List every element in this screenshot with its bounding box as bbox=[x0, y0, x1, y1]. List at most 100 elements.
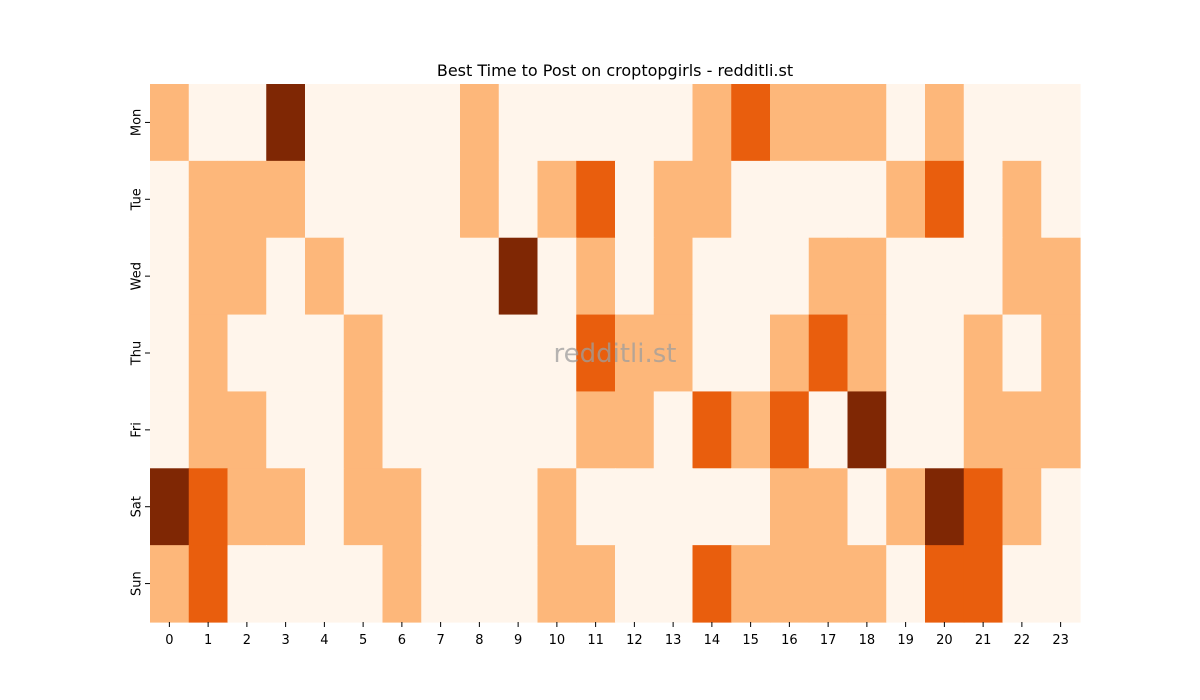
heatmap-cell-sat-10 bbox=[537, 468, 577, 546]
heatmap-cell-wed-15 bbox=[731, 237, 771, 316]
heatmap-cell-sat-9 bbox=[498, 468, 539, 546]
heatmap-cell-wed-14 bbox=[692, 237, 732, 316]
heatmap-cell-sat-5 bbox=[343, 468, 384, 546]
x-tick-label: 10 bbox=[549, 633, 566, 648]
heatmap-cell-sat-11 bbox=[576, 468, 616, 546]
x-tick-label: 19 bbox=[897, 633, 914, 648]
heatmap-cell-thu-17 bbox=[808, 314, 849, 393]
heatmap-cell-sat-19 bbox=[886, 468, 926, 546]
x-tick-label: 1 bbox=[204, 633, 212, 648]
x-tick-label: 13 bbox=[665, 633, 682, 648]
heatmap-cell-fri-7 bbox=[421, 391, 461, 469]
heatmap-cells bbox=[150, 84, 1081, 623]
chart-title: Best Time to Post on croptopgirls - redd… bbox=[437, 61, 793, 80]
heatmap-cell-thu-11 bbox=[576, 314, 616, 393]
x-tick-label: 3 bbox=[281, 633, 289, 648]
heatmap-cell-wed-7 bbox=[421, 237, 461, 316]
heatmap-cell-sat-7 bbox=[421, 468, 461, 546]
heatmap-cell-sun-17 bbox=[808, 545, 849, 623]
y-tick-label: Tue bbox=[130, 188, 145, 211]
heatmap-cell-mon-15 bbox=[731, 84, 771, 162]
heatmap-cell-fri-23 bbox=[1041, 391, 1081, 469]
heatmap-cell-thu-7 bbox=[421, 314, 461, 393]
heatmap-cell-tue-12 bbox=[615, 160, 655, 239]
heatmap-cell-thu-21 bbox=[963, 314, 1004, 393]
watermark: redditli.st bbox=[554, 339, 677, 369]
heatmap-cell-thu-3 bbox=[266, 314, 306, 393]
heatmap-cell-fri-2 bbox=[227, 391, 267, 469]
heatmap-cell-mon-1 bbox=[188, 84, 229, 162]
x-tick-label: 11 bbox=[587, 633, 604, 648]
heatmap-cell-tue-13 bbox=[653, 160, 694, 239]
heatmap-cell-fri-21 bbox=[963, 391, 1004, 469]
heatmap-cell-tue-0 bbox=[150, 160, 190, 239]
y-tick-label: Mon bbox=[130, 109, 145, 136]
x-tick-label: 17 bbox=[820, 633, 837, 648]
heatmap-cell-tue-14 bbox=[692, 160, 732, 239]
heatmap-cell-fri-4 bbox=[305, 391, 345, 469]
heatmap-cell-sat-0 bbox=[150, 468, 190, 546]
x-tick-label: 18 bbox=[859, 633, 876, 648]
x-tick-label: 8 bbox=[475, 633, 483, 648]
heatmap-cell-wed-6 bbox=[382, 237, 422, 316]
heatmap-cell-sat-22 bbox=[1002, 468, 1042, 546]
heatmap-cell-sun-2 bbox=[227, 545, 267, 623]
heatmap-cell-wed-8 bbox=[460, 237, 500, 316]
heatmap-cell-tue-4 bbox=[305, 160, 345, 239]
heatmap-cell-wed-18 bbox=[847, 237, 887, 316]
heatmap-cell-sat-14 bbox=[692, 468, 732, 546]
heatmap-cell-thu-10 bbox=[537, 314, 577, 393]
heatmap-cell-fri-9 bbox=[498, 391, 539, 469]
heatmap-cell-sat-18 bbox=[847, 468, 887, 546]
heatmap-cell-thu-0 bbox=[150, 314, 190, 393]
heatmap-cell-thu-5 bbox=[343, 314, 384, 393]
heatmap-cell-sun-5 bbox=[343, 545, 384, 623]
x-tick-label: 21 bbox=[975, 633, 992, 648]
heatmap-cell-mon-18 bbox=[847, 84, 887, 162]
heatmap-cell-tue-15 bbox=[731, 160, 771, 239]
x-tick-label: 6 bbox=[398, 633, 406, 648]
y-tick-label: Wed bbox=[130, 262, 145, 290]
heatmap-cell-thu-4 bbox=[305, 314, 345, 393]
heatmap-cell-thu-1 bbox=[188, 314, 229, 393]
heatmap-cell-fri-5 bbox=[343, 391, 384, 469]
heatmap-cell-sun-20 bbox=[925, 545, 965, 623]
x-tick-label: 22 bbox=[1014, 633, 1031, 648]
heatmap-cell-fri-0 bbox=[150, 391, 190, 469]
heatmap-cell-thu-6 bbox=[382, 314, 422, 393]
heatmap-cell-mon-17 bbox=[808, 84, 849, 162]
heatmap-cell-wed-9 bbox=[498, 237, 539, 316]
heatmap-cell-mon-3 bbox=[266, 84, 306, 162]
heatmap-cell-wed-11 bbox=[576, 237, 616, 316]
heatmap-cell-sun-19 bbox=[886, 545, 926, 623]
heatmap-cell-mon-19 bbox=[886, 84, 926, 162]
heatmap-cell-wed-0 bbox=[150, 237, 190, 316]
heatmap-cell-mon-0 bbox=[150, 84, 190, 162]
heatmap-cell-thu-15 bbox=[731, 314, 771, 393]
y-axis-ticks: Mon Tue Wed Thu Fri Sat Sun bbox=[130, 109, 150, 596]
x-tick-label: 14 bbox=[704, 633, 721, 648]
heatmap-cell-thu-19 bbox=[886, 314, 926, 393]
heatmap-cell-fri-14 bbox=[692, 391, 732, 469]
heatmap-cell-wed-21 bbox=[963, 237, 1004, 316]
heatmap-cell-fri-16 bbox=[770, 391, 810, 469]
heatmap-cell-tue-19 bbox=[886, 160, 926, 239]
heatmap-cell-fri-15 bbox=[731, 391, 771, 469]
heatmap-cell-tue-16 bbox=[770, 160, 810, 239]
heatmap-cell-fri-11 bbox=[576, 391, 616, 469]
heatmap-cell-mon-13 bbox=[653, 84, 694, 162]
x-tick-label: 20 bbox=[936, 633, 953, 648]
heatmap-cell-fri-19 bbox=[886, 391, 926, 469]
heatmap-cell-sun-12 bbox=[615, 545, 655, 623]
heatmap-cell-sun-4 bbox=[305, 545, 345, 623]
x-tick-label: 4 bbox=[320, 633, 328, 648]
x-tick-label: 5 bbox=[359, 633, 367, 648]
heatmap-cell-tue-10 bbox=[537, 160, 577, 239]
heatmap-cell-sun-14 bbox=[692, 545, 732, 623]
heatmap-cell-thu-2 bbox=[227, 314, 267, 393]
heatmap-cell-sun-11 bbox=[576, 545, 616, 623]
heatmap-cell-tue-17 bbox=[808, 160, 849, 239]
heatmap-cell-wed-22 bbox=[1002, 237, 1042, 316]
heatmap-cell-wed-10 bbox=[537, 237, 577, 316]
